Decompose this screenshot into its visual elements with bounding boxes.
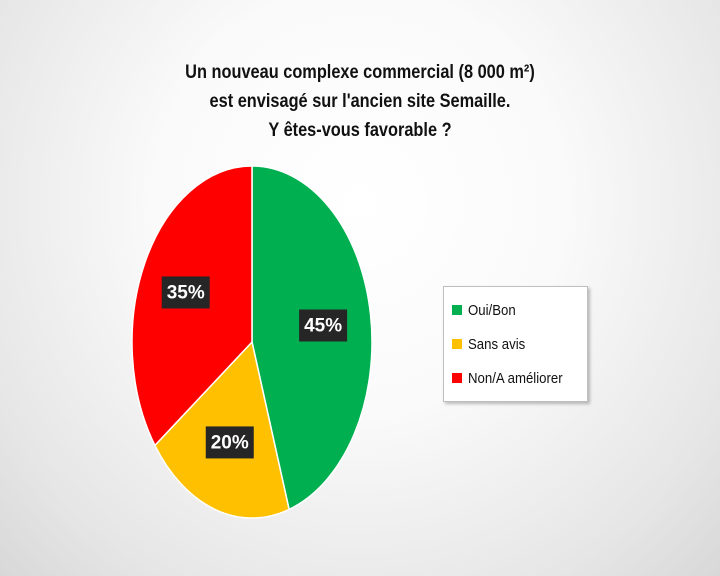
legend-swatch-non-a-ameliorer [452, 373, 462, 383]
legend-item-non-a-ameliorer: Non/A améliorer [452, 361, 587, 395]
data-label-text-oui-bon: 45% [304, 315, 342, 336]
legend-label-oui-bon: Oui/Bon [468, 301, 516, 319]
legend-item-sans-avis: Sans avis [452, 327, 587, 361]
chart-title-line-3: Y êtes-vous favorable ? [268, 120, 452, 141]
legend-label-sans-avis: Sans avis [468, 335, 526, 353]
legend-label-non-a-ameliorer: Non/A améliorer [468, 369, 563, 387]
data-label-text-non-a-ameliorer: 35% [167, 282, 205, 303]
legend-item-oui-bon: Oui/Bon [452, 293, 587, 327]
legend-swatch-oui-bon [452, 305, 462, 315]
data-label-sans-avis: 20% [205, 426, 254, 459]
legend-swatch-sans-avis [452, 339, 462, 349]
data-label-box-oui-bon [299, 309, 348, 342]
data-label-non-a-ameliorer: 35% [161, 276, 210, 309]
chart-title-line-2: est envisagé sur l'ancien site Semaille. [209, 91, 511, 112]
data-label-box-non-a-ameliorer [161, 276, 210, 309]
chart-title-line-1: Un nouveau complexe commercial (8 000 m²… [185, 62, 535, 83]
data-label-text-sans-avis: 20% [211, 432, 249, 453]
chart-legend: Oui/Bon Sans avis Non/A améliorer [443, 286, 588, 402]
data-label-oui-bon: 45% [299, 309, 348, 342]
data-label-box-sans-avis [205, 426, 254, 459]
chart-title: Un nouveau complexe commercial (8 000 m²… [50, 58, 669, 145]
